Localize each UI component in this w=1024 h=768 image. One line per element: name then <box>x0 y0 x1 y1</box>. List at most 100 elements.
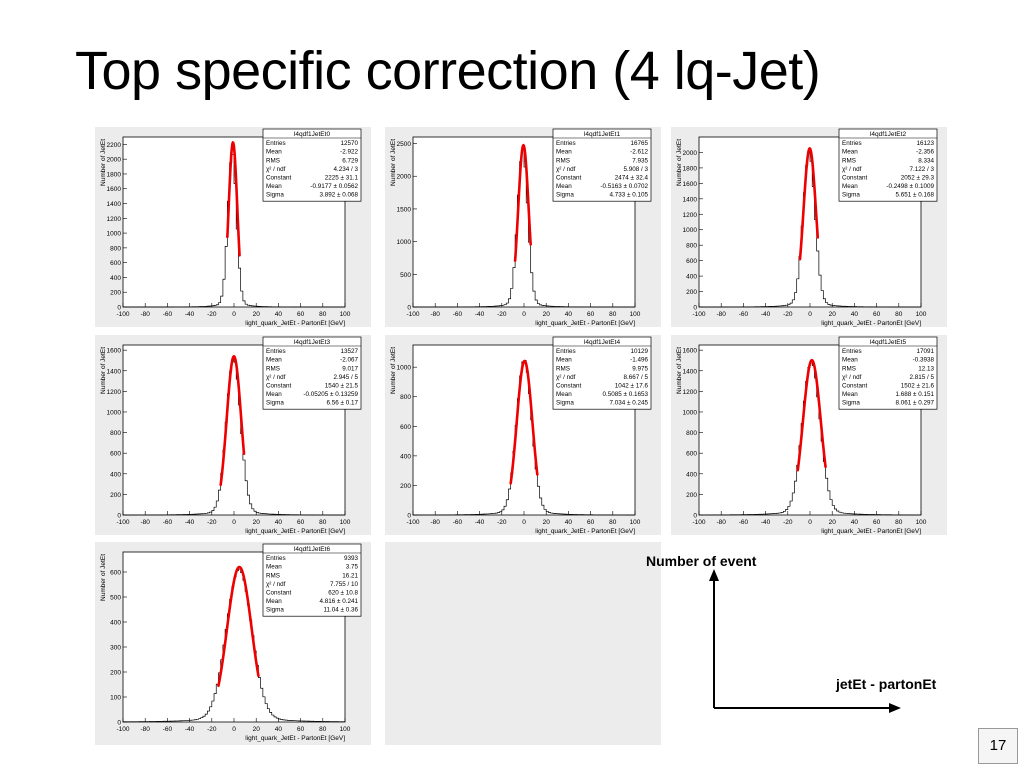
stats-value: 12570 <box>340 140 358 147</box>
y-tick-label: 800 <box>400 394 411 401</box>
x-tick-label: -60 <box>453 519 463 526</box>
stats-key: χ² / ndf <box>556 166 576 173</box>
stats-key: Mean <box>842 149 858 156</box>
stats-key: Entries <box>842 140 862 147</box>
y-tick-label: 0 <box>693 305 697 312</box>
stats-value: 6.56 ± 0.17 <box>327 400 359 407</box>
x-tick-label: 60 <box>587 519 595 526</box>
stats-key: Sigma <box>266 400 284 407</box>
y-tick-label: 200 <box>400 483 411 490</box>
y-tick-label: 1000 <box>397 365 412 372</box>
y-tick-label: 1200 <box>107 389 122 396</box>
histogram-bins <box>122 358 346 516</box>
stats-value: -2.612 <box>630 149 648 156</box>
x-tick-label: 0 <box>232 311 236 318</box>
x-tick-label: -100 <box>116 519 129 526</box>
stats-value: 9.975 <box>632 365 648 372</box>
stats-key: Mean <box>266 149 282 156</box>
x-axis-label: light_quark_JetEt - PartonEt [GeV] <box>245 528 345 535</box>
stats-value: 16765 <box>630 140 648 147</box>
stats-key: Sigma <box>266 607 284 614</box>
x-tick-label: -20 <box>497 311 507 318</box>
y-tick-label: 400 <box>110 620 121 627</box>
stats-value: -0.5163 ± 0.0702 <box>600 183 648 190</box>
stats-value: 8.334 <box>918 157 934 164</box>
y-tick-label: 200 <box>686 289 697 296</box>
x-tick-label: 80 <box>895 311 903 318</box>
stats-value: -0.3938 <box>913 357 935 364</box>
x-tick-label: 20 <box>543 311 551 318</box>
histogram-bins <box>698 152 922 308</box>
histogram-pad: 0 200 400 600 800 1000 1200 1400 1600 -100 -80 -60-… <box>95 335 371 535</box>
y-tick-label: 1600 <box>683 181 698 188</box>
stats-value: 16.21 <box>342 572 358 579</box>
x-tick-label: -60 <box>453 311 463 318</box>
x-axis-label: light_quark_JetEt - PartonEt [GeV] <box>821 320 921 327</box>
y-tick-label: 400 <box>686 274 697 281</box>
y-tick-label: 2200 <box>107 142 122 149</box>
histogram-svg: 0200400600800100012001400160018002000220… <box>100 128 362 327</box>
x-axis-label: light_quark_JetEt - PartonEt [GeV] <box>821 528 921 535</box>
x-tick-label: 80 <box>319 311 327 318</box>
x-tick-label: 60 <box>297 311 305 318</box>
x-tick-label: -80 <box>140 726 150 733</box>
stats-key: Mean <box>556 357 572 364</box>
x-tick-label: 100 <box>916 311 927 318</box>
stats-value: 4.733 ± 0.105 <box>610 192 649 199</box>
stats-value: 4.234 / 3 <box>333 166 358 173</box>
stats-value: 16123 <box>916 140 934 147</box>
histogram-svg: 0 100 200 300 400 500 600 -100 -80 -60 -40 -20 0 20 40… <box>100 543 362 742</box>
stats-value: 9393 <box>344 555 359 562</box>
stats-key: χ² / ndf <box>556 374 576 381</box>
x-tick-label: 40 <box>851 519 859 526</box>
x-tick-label: -40 <box>185 311 195 318</box>
stats-value: 6.729 <box>342 157 358 164</box>
stats-value: -2.356 <box>916 149 934 156</box>
stats-key: Entries <box>556 348 576 355</box>
histogram-pad: 0 200 400 600 800 1000 1200 1400 1600 1800 2000 -10… <box>671 127 947 327</box>
y-tick-label: 200 <box>110 290 121 297</box>
y-tick-label: 1600 <box>683 348 698 355</box>
y-axis-label: Number of JetEt <box>390 139 397 186</box>
stats-value: 1502 ± 21.6 <box>901 383 935 390</box>
y-tick-label: 200 <box>110 492 121 499</box>
y-tick-label: 1400 <box>107 368 122 375</box>
y-tick-label: 600 <box>110 260 121 267</box>
x-tick-label: 20 <box>253 519 261 526</box>
stats-key: χ² / ndf <box>842 166 862 173</box>
stats-title: l4qdf1JetEt5 <box>870 339 907 346</box>
stats-value: 620 ± 10.8 <box>328 590 358 597</box>
x-tick-label: 80 <box>609 519 617 526</box>
gaussian-fit-curve <box>509 359 539 485</box>
stats-title: l4qdf1JetEt4 <box>584 339 621 346</box>
stats-key: Mean <box>556 391 572 398</box>
stats-value: -2.922 <box>340 149 358 156</box>
y-tick-label: 100 <box>110 695 121 702</box>
x-tick-label: -40 <box>475 519 485 526</box>
stats-key: χ² / ndf <box>266 166 286 173</box>
y-tick-label: 1200 <box>107 216 122 223</box>
stats-value: -0.2498 ± 0.1009 <box>886 183 934 190</box>
x-axis-label: light_quark_JetEt - PartonEt [GeV] <box>245 320 345 327</box>
y-tick-label: 400 <box>686 471 697 478</box>
x-tick-label: 100 <box>630 311 641 318</box>
y-tick-label: 0 <box>117 513 121 520</box>
stats-value: 7.122 / 3 <box>909 166 934 173</box>
y-tick-label: 1600 <box>107 186 122 193</box>
y-tick-label: 400 <box>400 453 411 460</box>
x-tick-label: -80 <box>716 519 726 526</box>
legend-pad <box>671 542 958 745</box>
y-axis-label: Number of JetEt <box>100 139 107 186</box>
y-axis-label: Number of JetEt <box>100 347 107 394</box>
stats-key: Entries <box>556 140 576 147</box>
stats-value: 5.908 / 3 <box>623 166 648 173</box>
y-tick-label: 1400 <box>107 201 122 208</box>
x-tick-label: -60 <box>163 311 173 318</box>
y-tick-label: 600 <box>110 451 121 458</box>
x-axis-label: light_quark_JetEt - PartonEt [GeV] <box>535 528 635 535</box>
x-tick-label: 100 <box>340 311 351 318</box>
stats-value: 4.816 ± 0.241 <box>320 598 359 605</box>
x-tick-label: 100 <box>340 519 351 526</box>
y-tick-label: 1400 <box>683 196 698 203</box>
